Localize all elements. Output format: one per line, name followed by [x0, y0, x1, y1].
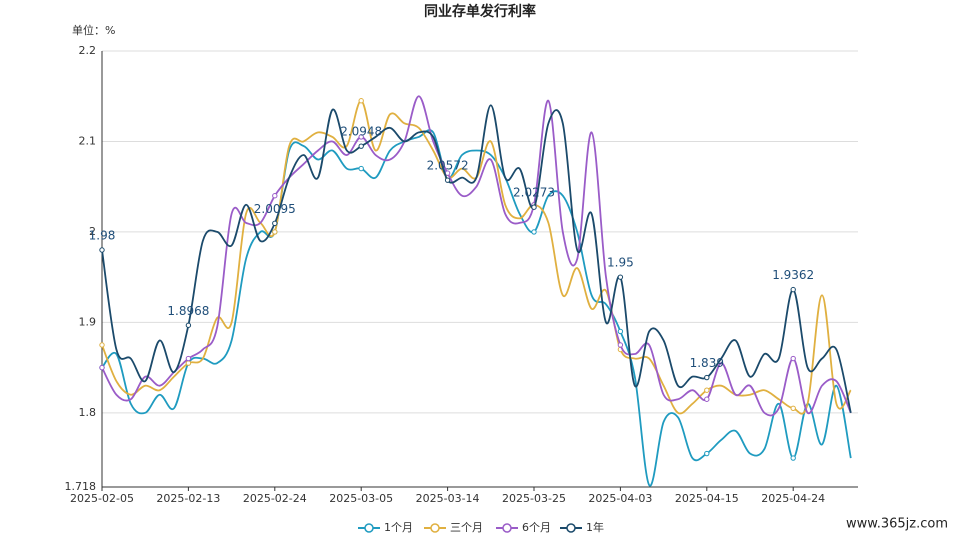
- point: [358, 98, 364, 104]
- x-tick-label: 2025-04-03: [588, 492, 652, 505]
- value-label: 1.98: [89, 229, 116, 243]
- series-line: [101, 99, 852, 415]
- y-tick-label: 1.9: [79, 315, 97, 328]
- point: [358, 134, 364, 140]
- point: [185, 355, 192, 362]
- point: [185, 322, 192, 328]
- value-label: 2.0095: [254, 202, 296, 216]
- point: [704, 387, 710, 393]
- y-tick-label: 1.718: [65, 480, 97, 493]
- legend-label: 1个月: [384, 521, 413, 534]
- legend-swatch: [430, 523, 440, 533]
- point: [358, 165, 364, 172]
- value-label: 1.8968: [167, 304, 209, 318]
- y-tick-label: 1.8: [79, 406, 97, 419]
- series-line: [101, 104, 852, 414]
- chart-title: 同业存单发行利率: [424, 3, 536, 20]
- series-line: [101, 95, 852, 417]
- point: [617, 342, 624, 348]
- point: [444, 177, 451, 183]
- point: [704, 396, 710, 402]
- x-tick-label: 2025-02-05: [70, 492, 134, 505]
- y-tick-label: 2: [89, 225, 96, 238]
- value-label: 2.0948: [340, 125, 382, 139]
- point: [790, 286, 796, 293]
- value-label: 2.0572: [427, 159, 469, 173]
- point: [790, 355, 796, 362]
- point: [617, 274, 624, 280]
- y-tick-label: 2.1: [79, 134, 97, 147]
- x-tick-label: 2025-02-13: [156, 492, 220, 505]
- value-label: 2.0273: [513, 186, 555, 200]
- point: [272, 220, 278, 227]
- point: [704, 450, 710, 457]
- x-tick-label: 2025-03-14: [416, 492, 480, 505]
- x-tick-label: 2025-04-15: [675, 492, 739, 505]
- point: [185, 360, 192, 366]
- legend-label: 三个月: [450, 521, 483, 534]
- x-tick-label: 2025-03-25: [502, 492, 566, 505]
- x-tick-label: 2025-02-24: [243, 492, 307, 505]
- point: [531, 229, 537, 235]
- value-label: 1.839: [690, 356, 724, 370]
- point: [704, 374, 710, 381]
- legend-swatch: [502, 523, 512, 533]
- point: [531, 204, 537, 210]
- series-line: [101, 129, 852, 487]
- x-tick-label: 2025-03-05: [329, 492, 393, 505]
- point: [99, 247, 105, 253]
- legend-label: 6个月: [522, 521, 551, 534]
- point: [272, 229, 278, 235]
- point: [358, 143, 364, 149]
- point: [272, 193, 278, 199]
- value-label: 1.9362: [772, 268, 814, 282]
- point: [99, 364, 105, 371]
- point: [790, 405, 796, 412]
- watermark: www.365jz.com: [846, 517, 948, 532]
- x-tick-label: 2025-04-24: [761, 492, 825, 505]
- legend-swatch: [566, 523, 576, 533]
- value-label: 1.95: [607, 256, 634, 270]
- unit-label: 单位：%: [72, 23, 115, 37]
- y-tick-label: 2.2: [79, 44, 97, 57]
- point: [617, 328, 624, 335]
- legend-swatch: [364, 523, 374, 533]
- legend-label: 1年: [586, 520, 604, 534]
- point: [790, 455, 796, 461]
- point: [99, 342, 105, 348]
